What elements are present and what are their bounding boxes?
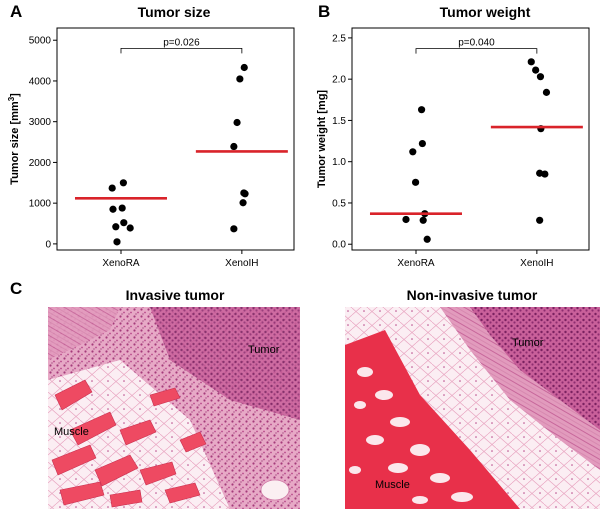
plot-frame (56, 27, 295, 251)
data-point (536, 216, 544, 224)
x-tick-label: XenoRA (102, 258, 140, 269)
data-point (418, 139, 426, 148)
mean-lines (74, 150, 288, 200)
mean-lines (369, 125, 583, 215)
pvalue-label: p=0.026 (163, 37, 200, 48)
tumor-weight-chart: Tumor weight Tumor weight [mg] 0.0 0.5 1.0… (316, 4, 590, 269)
x-ticks: XenoRA XenoIH (397, 250, 554, 269)
y-axis-label: Tumor size [mm3] (7, 93, 21, 185)
data-point (230, 225, 238, 233)
data-point (109, 205, 117, 213)
histology-invasive: Invasive tumor Tumor Muscle (48, 287, 300, 509)
data-point (230, 142, 238, 151)
y-tick-label: 1.5 (332, 116, 346, 127)
histology-title: Non-invasive tumor (407, 287, 538, 303)
pvalue-bracket: p=0.040 (415, 38, 538, 54)
y-ticks: 0.0 0.5 1.0 1.5 2.0 2.5 (332, 33, 352, 251)
data-point (239, 199, 247, 207)
x-tick-label: XenoRA (397, 258, 435, 269)
histology-image (345, 307, 600, 509)
histology-label-tumor: Tumor (512, 337, 544, 349)
plot-frame (351, 27, 590, 251)
y-tick-label: 1.0 (332, 157, 346, 168)
data-point (126, 224, 134, 232)
y-tick-label: 5000 (29, 36, 52, 47)
data-points (108, 63, 249, 246)
data-point (423, 235, 431, 243)
pvalue-label: p=0.040 (458, 38, 495, 49)
data-point (118, 204, 126, 212)
y-tick-label: 2.0 (332, 75, 346, 86)
data-point (241, 190, 249, 198)
x-tick-label: XenoIH (520, 258, 553, 269)
y-axis-label-sup: 3 (7, 96, 16, 101)
y-axis-label-main: Tumor size [mm (9, 101, 21, 185)
y-tick-label: 4000 (29, 76, 52, 87)
data-point (417, 106, 426, 114)
y-tick-label: 1000 (29, 199, 52, 210)
data-point (113, 238, 121, 246)
data-point (112, 223, 120, 231)
data-point (402, 215, 410, 224)
data-point (120, 219, 128, 227)
data-point (240, 63, 248, 72)
data-points (402, 58, 551, 243)
panel-letter-c: C (10, 279, 22, 298)
data-point (236, 75, 244, 83)
histology-label-muscle: Muscle (375, 479, 410, 491)
histology-non-invasive: Non-invasive tumor Tumor Muscle (345, 287, 600, 509)
data-point (108, 184, 116, 192)
histology-title: Invasive tumor (126, 287, 225, 303)
data-point (409, 148, 417, 156)
data-point (233, 118, 241, 127)
data-point (119, 179, 127, 187)
x-ticks: XenoRA XenoIH (102, 250, 259, 269)
data-point (536, 73, 545, 81)
chart-title: Tumor weight (440, 4, 531, 20)
data-point (541, 170, 549, 178)
y-tick-label: 0 (45, 239, 51, 250)
y-tick-label: 0.5 (332, 198, 346, 209)
tumor-size-chart: Tumor size Tumor size [mm3] 0 1000 2000 300… (7, 4, 295, 269)
x-tick-label: XenoIH (225, 258, 258, 269)
y-tick-label: 3000 (29, 117, 52, 128)
y-axis-label-tail: ] (9, 93, 21, 97)
y-ticks: 0 1000 2000 3000 4000 5000 (29, 36, 57, 250)
y-tick-label: 0.0 (332, 240, 346, 251)
histology-label-tumor: Tumor (248, 344, 280, 356)
panel-letter-b: B (318, 2, 330, 21)
data-point (419, 216, 427, 224)
data-point (527, 58, 535, 66)
pvalue-bracket-line (415, 48, 538, 54)
panel-letter-a: A (10, 2, 22, 21)
pvalue-bracket: p=0.026 (120, 37, 243, 54)
y-axis-label: Tumor weight [mg] (316, 90, 328, 189)
histology-label-muscle: Muscle (54, 426, 89, 438)
data-point (411, 178, 420, 186)
pvalue-bracket-line (120, 47, 243, 54)
chart-title: Tumor size (138, 4, 211, 20)
data-point (532, 66, 540, 74)
data-point (542, 88, 551, 96)
histology-image (48, 307, 300, 509)
y-tick-label: 2.5 (332, 33, 346, 44)
y-tick-label: 2000 (29, 158, 52, 169)
